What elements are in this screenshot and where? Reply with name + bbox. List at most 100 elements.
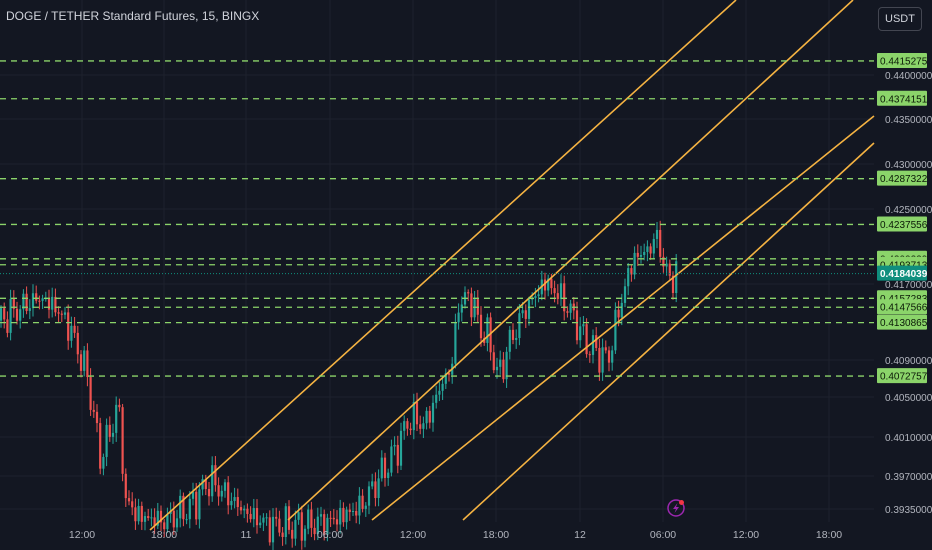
- candle-body: [143, 516, 147, 522]
- candle: [223, 479, 227, 498]
- candle: [393, 436, 396, 456]
- candle-body: [259, 522, 262, 526]
- candle: [422, 416, 425, 439]
- candle: [47, 289, 51, 319]
- candle: [486, 313, 489, 352]
- candle-body: [121, 407, 124, 474]
- candle-body: [63, 312, 67, 315]
- candle: [220, 485, 223, 502]
- candle-body: [6, 319, 9, 333]
- candle-body: [22, 293, 25, 310]
- candle-body: [371, 481, 374, 487]
- candle-body: [185, 519, 188, 521]
- candle-body: [508, 329, 511, 352]
- candle: [73, 316, 76, 338]
- candle: [361, 489, 364, 513]
- candle-body: [633, 252, 636, 275]
- candle: [380, 450, 383, 482]
- candle: [246, 503, 249, 523]
- candle-body: [332, 517, 335, 520]
- candle-body: [249, 513, 252, 520]
- candle-body: [265, 517, 268, 519]
- candle-body: [150, 517, 153, 519]
- candle-body: [537, 294, 540, 297]
- candle: [201, 474, 204, 496]
- candle: [652, 233, 655, 260]
- currency-button[interactable]: USDT: [878, 7, 922, 31]
- candle-body: [547, 278, 550, 291]
- candle: [671, 271, 675, 300]
- candle-body: [441, 383, 444, 391]
- level-label-text: 0.4415275: [880, 56, 928, 67]
- candle: [326, 513, 329, 542]
- candle-body: [575, 310, 579, 341]
- candle-body: [115, 404, 118, 433]
- candle-body: [102, 456, 105, 469]
- price-axis[interactable]: 0.4400000 0.4350000 0.4300000 0.4250000 0.41…: [885, 71, 932, 516]
- price-tick-label: 0.4170000: [885, 280, 932, 291]
- candles-layer: [0, 220, 678, 550]
- candle-body: [25, 293, 28, 311]
- candle: [22, 289, 25, 318]
- candle-body: [617, 309, 620, 318]
- candle: [515, 329, 518, 349]
- candle: [307, 504, 310, 535]
- candle-body: [57, 312, 60, 314]
- candle-body: [483, 338, 486, 343]
- candle: [582, 315, 585, 336]
- candle: [630, 264, 633, 282]
- candle-body: [646, 246, 649, 252]
- candle: [598, 338, 601, 381]
- candle: [268, 510, 271, 546]
- candle: [102, 453, 105, 476]
- level-label-text: 0.4130865: [880, 318, 928, 329]
- candle-body: [230, 500, 233, 506]
- candle-body: [422, 423, 425, 429]
- candle-body: [323, 514, 326, 535]
- candle: [15, 301, 19, 325]
- candle: [12, 290, 15, 318]
- time-axis[interactable]: 12:00 18:00 11 06:00 12:00 18:00 12 06:00 12:00 1…: [69, 529, 842, 541]
- candle-body: [92, 409, 95, 412]
- candle-body: [611, 350, 614, 363]
- candle-body: [307, 509, 310, 529]
- level-price-label: 0.4072757: [877, 368, 928, 384]
- candle-body: [431, 402, 435, 423]
- candle-body: [38, 300, 41, 302]
- candle: [143, 511, 147, 531]
- candle: [86, 343, 89, 387]
- candle: [140, 501, 143, 530]
- candle-body: [207, 489, 211, 497]
- lightning-icon[interactable]: [667, 499, 685, 517]
- candle-body: [70, 325, 73, 341]
- level-label-box: [877, 216, 927, 232]
- level-label-box: [877, 170, 927, 186]
- candle: [198, 482, 201, 529]
- candle-body: [0, 308, 3, 321]
- candle-body: [195, 491, 198, 520]
- candle: [611, 345, 614, 371]
- candle-body: [153, 517, 156, 526]
- candle-body: [303, 528, 307, 541]
- candle-body: [166, 513, 169, 530]
- price-tick-label: 0.3970000: [885, 472, 932, 483]
- candle-body: [147, 516, 150, 518]
- candle-body: [358, 495, 361, 516]
- candle-body: [214, 465, 217, 486]
- candle-body: [383, 457, 387, 478]
- candle-body: [28, 308, 31, 311]
- candle-body: [223, 482, 227, 491]
- candle-body: [454, 322, 457, 364]
- candle: [230, 492, 233, 510]
- candle: [163, 519, 166, 538]
- candle-body: [479, 314, 483, 339]
- candle: [252, 498, 255, 528]
- candle-body: [41, 298, 44, 301]
- candle: [348, 503, 351, 521]
- candle-body: [556, 293, 559, 300]
- candle-body: [403, 421, 406, 431]
- candle-body: [275, 516, 278, 519]
- candle-body: [67, 312, 70, 341]
- candle: [492, 344, 495, 374]
